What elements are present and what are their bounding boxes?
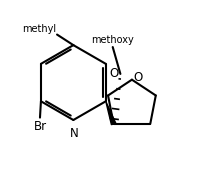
Text: O: O — [110, 67, 119, 80]
Text: methyl: methyl — [22, 24, 56, 34]
Text: Br: Br — [33, 120, 47, 133]
Text: O: O — [134, 71, 143, 84]
Polygon shape — [106, 101, 116, 125]
Text: N: N — [70, 127, 79, 140]
Text: methoxy: methoxy — [91, 35, 134, 45]
